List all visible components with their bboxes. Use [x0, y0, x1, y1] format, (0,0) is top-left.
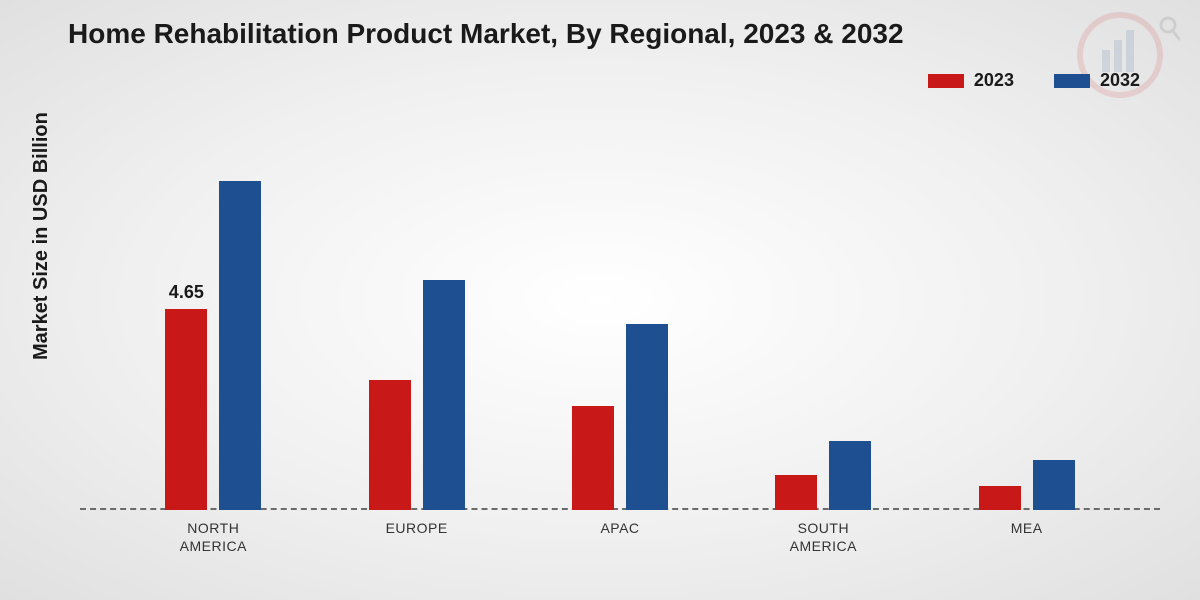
- legend-swatch-2032: [1054, 74, 1090, 88]
- legend-swatch-2023: [928, 74, 964, 88]
- bar-group-apac: APAC: [550, 120, 690, 510]
- legend: 2023 2032: [928, 70, 1140, 91]
- bar-eu-2032: [423, 280, 465, 510]
- bar-eu-2023: [369, 380, 411, 510]
- bar-apac-2023: [572, 406, 614, 510]
- bar-mea-2032: [1033, 460, 1075, 510]
- bar-data-label: 4.65: [169, 282, 204, 303]
- legend-item-2032: 2032: [1054, 70, 1140, 91]
- category-label-eu: EUROPE: [386, 510, 448, 538]
- bar-group-eu: EUROPE: [347, 120, 487, 510]
- category-label-na: NORTH AMERICA: [180, 510, 247, 555]
- bar-group-mea: MEA: [957, 120, 1097, 510]
- legend-item-2023: 2023: [928, 70, 1014, 91]
- y-axis-label: Market Size in USD Billion: [30, 112, 53, 360]
- category-label-mea: MEA: [1011, 510, 1043, 538]
- category-label-sa: SOUTH AMERICA: [790, 510, 857, 555]
- legend-label-2032: 2032: [1100, 70, 1140, 91]
- bar-group-sa: SOUTH AMERICA: [753, 120, 893, 510]
- bar-group-na: 4.65NORTH AMERICA: [143, 120, 283, 510]
- bar-apac-2032: [626, 324, 668, 510]
- legend-label-2023: 2023: [974, 70, 1014, 91]
- bar-sa-2032: [829, 441, 871, 510]
- category-label-apac: APAC: [600, 510, 639, 538]
- bar-mea-2023: [979, 486, 1021, 510]
- chart-title: Home Rehabilitation Product Market, By R…: [68, 18, 904, 50]
- bar-sa-2023: [775, 475, 817, 510]
- chart-plot-area: 4.65NORTH AMERICA EUROPE APAC SOUTH AMERICA…: [80, 120, 1160, 510]
- bar-na-2023: 4.65: [165, 309, 207, 511]
- bar-na-2032: [219, 181, 261, 510]
